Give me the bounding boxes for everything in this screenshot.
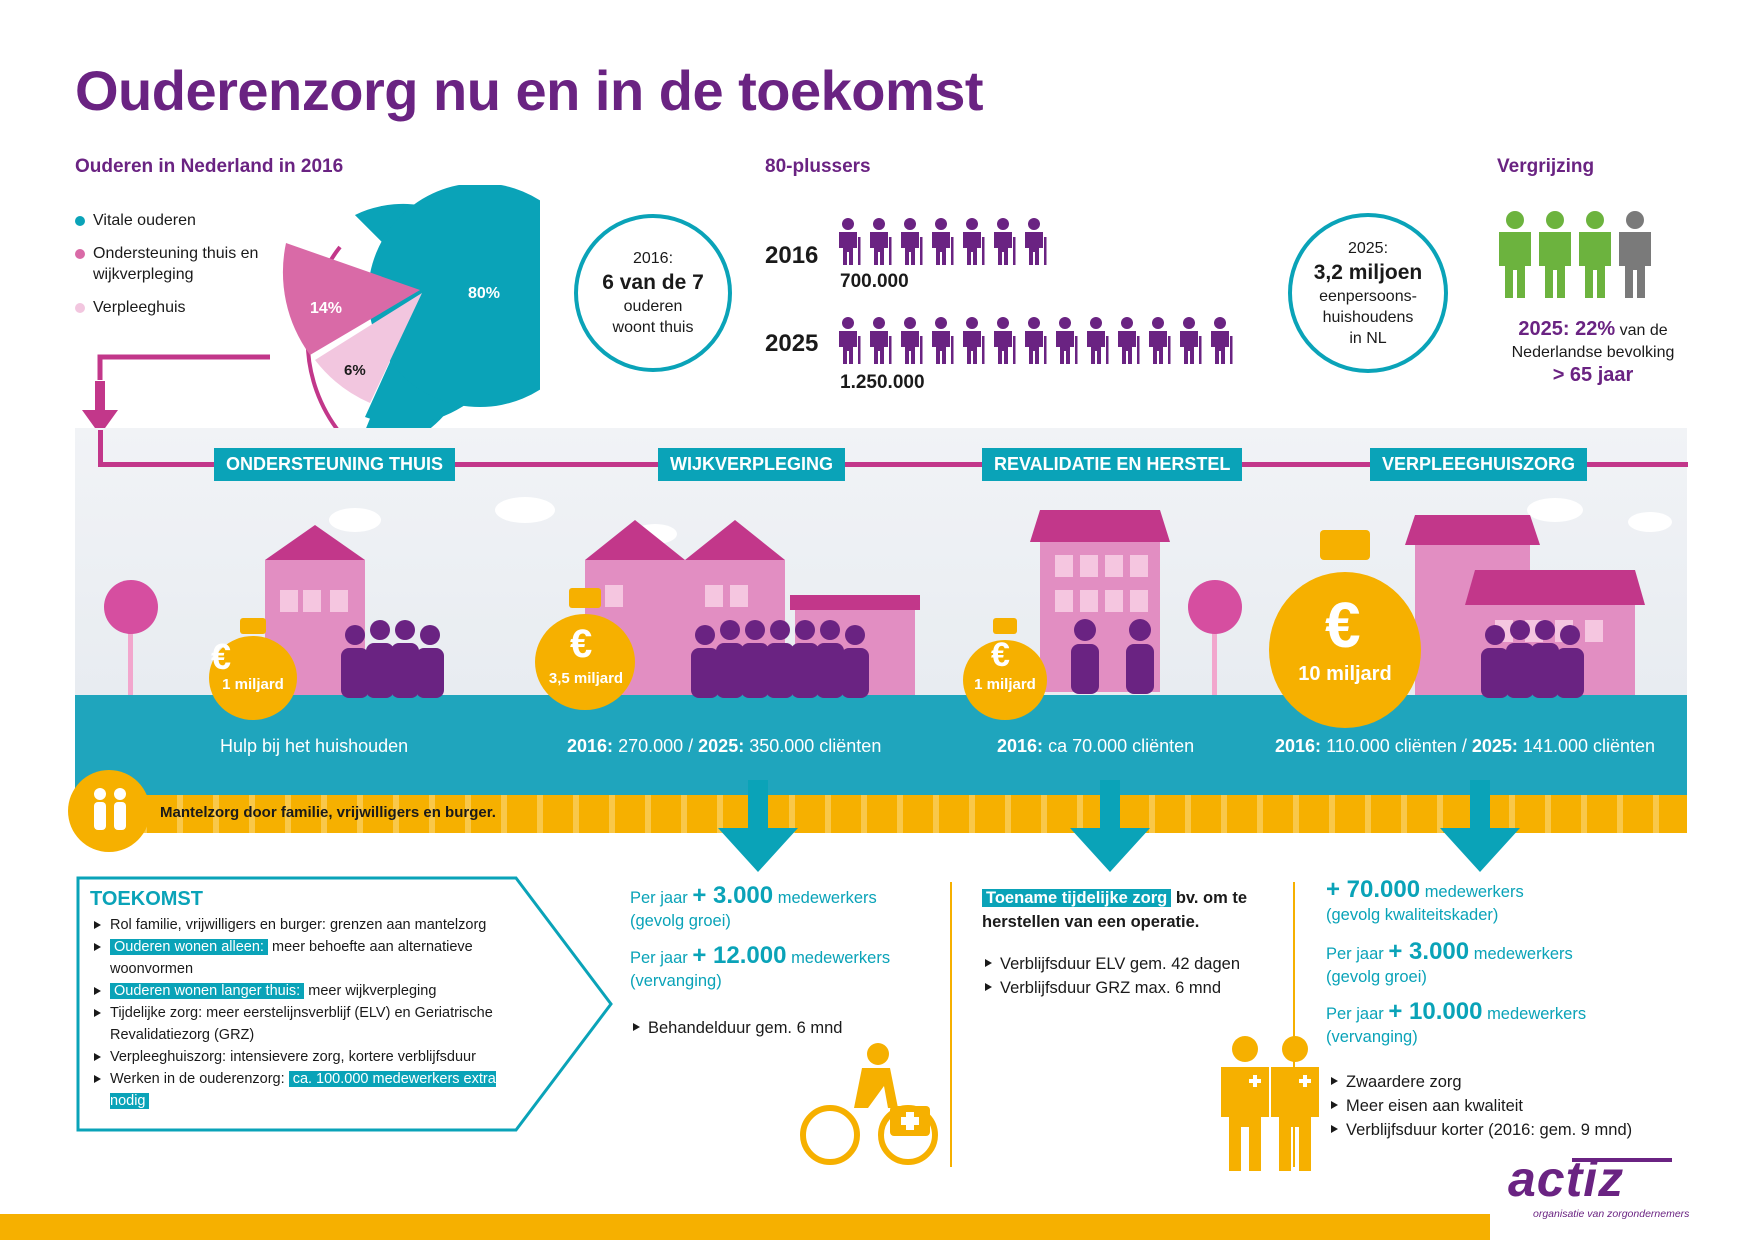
arrow-down-icon [1070, 780, 1150, 872]
aging-text: 2025: 22% van de Nederlandse bevolking >… [1511, 318, 1675, 386]
staff-replacement-nursing: Per jaar + 10.000 medewerkers (vervangin… [1326, 998, 1587, 1047]
year-2025-label: 2025 [765, 330, 819, 357]
budget-nursing-home: 10 miljard [1298, 663, 1392, 685]
elderly-person-icon [932, 317, 954, 364]
elderly-person-icon [870, 218, 892, 265]
elderly-person-icon [994, 317, 1016, 364]
pie-slice-support [282, 243, 420, 355]
elderly-person-icon [1025, 218, 1047, 265]
budget-support: 1 miljard [222, 676, 284, 693]
pie-label-nursing: 6% [344, 362, 366, 379]
elderly-person-icon [1211, 317, 1233, 364]
cyclist-nurse-icon [800, 1043, 938, 1165]
pie-slice-vital-body [368, 185, 540, 407]
euro-icon: € [211, 636, 232, 677]
value-2025: 1.250.000 [840, 372, 925, 393]
budget-rehab: 1 miljard [974, 676, 1036, 693]
year-2016-label: 2016 [765, 242, 819, 269]
timeline-label-rehab: REVALIDATIE EN HERSTEL [982, 448, 1243, 481]
arrow-down-icon [1440, 780, 1520, 872]
timeline-connector [98, 430, 103, 467]
nursing-home-bullets: Zwaardere zorg Meer eisen aan kwaliteit … [1328, 1070, 1632, 1142]
caregiver-icon [68, 770, 150, 852]
pie-label-vital: 80% [468, 285, 501, 302]
caption-rehab: 2016: ca 70.000 cliënten [997, 736, 1195, 756]
arrow-down-icon [718, 780, 798, 872]
aging-people-icon [1499, 211, 1651, 298]
toekomst-item: Ouderen wonen langer thuis: meer wijkver… [90, 980, 530, 1002]
eighty-plus-heading: 80-plussers [765, 156, 871, 177]
logo-bar [1572, 1158, 1672, 1162]
elderly-person-icon [963, 218, 985, 265]
badge-households: 2025: 3,2 miljoen eenpersoons- huishoude… [1288, 213, 1448, 373]
timeline-label-nursing-home: VERPLEEGHUISZORG [1370, 448, 1588, 481]
ground-band [75, 695, 1687, 795]
toekomst-item: Werken in de ouderenzorg: ca. 100.000 me… [90, 1068, 530, 1112]
budget-district-nursing: 3,5 miljard [548, 670, 624, 687]
elderly-person-icon [839, 218, 861, 265]
elderly-person-icon [901, 317, 923, 364]
scene-illustration [104, 497, 1672, 728]
timeline-label-support: ONDERSTEUNING THUIS [214, 448, 456, 481]
pie-slice-nursing [315, 293, 422, 403]
column-divider [950, 882, 952, 1167]
pie-legend: Vitale ouderen Ondersteuning thuis en wi… [75, 210, 275, 318]
legend-dot-icon [75, 216, 85, 226]
logo-tagline: organisatie van zorgondernemers [1533, 1208, 1690, 1220]
temporary-care-note: Toename tijdelijke zorg bv. om te herste… [982, 889, 1248, 931]
staff-growth-nursing: Per jaar + 3.000 medewerkers (gevolg gro… [1326, 938, 1573, 987]
elderly-person-icon [1056, 317, 1078, 364]
caption-district-nursing: 2016: 270.000 / 2025: 350.000 cliënten [567, 736, 882, 756]
elderly-person-icon [1087, 317, 1109, 364]
elderly-person-icon [870, 317, 892, 364]
elderly-person-icon [932, 218, 954, 265]
caption-nursing-home: 2016: 110.000 cliënten / 2025: 141.000 c… [1275, 736, 1656, 756]
toekomst-item: Tijdelijke zorg: meer eerstelijnsverblij… [90, 1002, 530, 1046]
staff-quality-framework: + 70.000 medewerkers (gevolg kwaliteitsk… [1326, 876, 1524, 925]
toekomst-list: Rol familie, vrijwilligers en burger: gr… [90, 914, 530, 1112]
legend-item-nursing: Verpleeghuis [75, 297, 275, 318]
elderly-person-icon [1149, 317, 1171, 364]
legend-dot-icon [75, 249, 85, 259]
euro-icon: € [570, 622, 593, 666]
toekomst-item: Ouderen wonen alleen: meer behoefte aan … [90, 936, 530, 980]
elderly-person-icon [839, 317, 861, 364]
legend-dot-icon [75, 303, 85, 313]
nurses-icon [1221, 1036, 1319, 1171]
legend-item-vital: Vitale ouderen [75, 210, 275, 231]
elderly-person-icon [1025, 317, 1047, 364]
staff-growth-district: Per jaar + 3.000 medewerkers (gevolg gro… [630, 882, 877, 931]
toekomst-heading: TOEKOMST [90, 888, 203, 910]
staff-replacement-district: Per jaar + 12.000 medewerkers (vervangin… [630, 942, 891, 991]
euro-icon: € [991, 636, 1010, 674]
caption-support: Hulp bij het huishouden [220, 736, 409, 756]
page-title: Ouderenzorg nu en in de toekomst [75, 59, 984, 122]
mantelzorg-band [75, 795, 1687, 833]
elderly-person-icon [1118, 317, 1140, 364]
aging-heading: Vergrijzing [1497, 156, 1595, 177]
people-row-2016 [835, 217, 1050, 265]
elderly-person-icon [963, 317, 985, 364]
elderly-pie-chart [82, 185, 540, 435]
treatment-duration: Behandelduur gem. 6 mnd [630, 1016, 1754, 1040]
people-row-2025 [835, 316, 1236, 364]
timeline-line [100, 462, 1688, 467]
footer-strip [0, 1214, 1490, 1240]
toekomst-item: Rol familie, vrijwilligers en burger: gr… [90, 914, 530, 936]
pie-label-support: 14% [310, 300, 343, 317]
value-2016: 700.000 [840, 271, 909, 292]
toekomst-item: Verpleeghuiszorg: intensievere zorg, kor… [90, 1046, 530, 1068]
column-divider [1293, 882, 1295, 1167]
badge-living-home: 2016: 6 van de 7 ouderen woont thuis [574, 214, 732, 372]
mantelzorg-text: Mantelzorg door familie, vrijwilligers e… [160, 804, 496, 821]
elderly-person-icon [994, 218, 1016, 265]
legend-item-support: Ondersteuning thuis en wijkverpleging [75, 243, 275, 285]
elderly-heading: Ouderen in Nederland in 2016 [75, 156, 344, 177]
rehab-bullets: Verblijfsduur ELV gem. 42 dagen Verblijf… [982, 952, 1240, 1000]
timeline-label-district-nursing: WIJKVERPLEGING [658, 448, 846, 481]
elderly-person-icon [1180, 317, 1202, 364]
elderly-person-icon [901, 218, 923, 265]
euro-icon: € [1325, 589, 1361, 661]
